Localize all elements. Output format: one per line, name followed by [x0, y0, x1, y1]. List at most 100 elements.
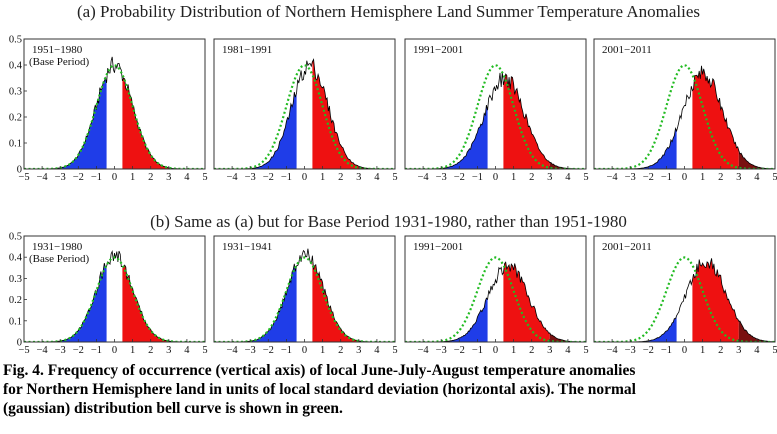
x-tick-label: 5	[583, 345, 588, 356]
x-tick-label: 3	[547, 172, 552, 183]
x-tick-label: −4	[227, 172, 239, 183]
x-tick-label: 0	[493, 172, 498, 183]
x-tick-label: −2	[263, 172, 274, 183]
x-tick-label: 2	[529, 172, 534, 183]
figure-panels: −5 −4 −3 −2 −1 0 1 2 3 4 5 0 0.1 0.2 0.3 0.4 0.5 1951−198…	[9, 35, 777, 357]
neutral-region	[107, 56, 122, 169]
cold-region	[24, 263, 107, 342]
y-tick-label: 0.5	[9, 35, 22, 46]
x-tick-label: 1	[320, 345, 325, 356]
x-tick-label: −5	[18, 345, 29, 356]
x-tick-label: −4	[418, 345, 430, 356]
extreme-hot-region	[738, 150, 775, 169]
x-tick-label: 2	[338, 172, 343, 183]
x-tick-label: −2	[454, 172, 465, 183]
y-tick-label: 0.1	[9, 316, 22, 327]
x-tick-label: −2	[73, 345, 84, 356]
x-tick-label: 2	[718, 172, 723, 183]
neutral-region	[488, 71, 503, 169]
neutral-region	[297, 60, 312, 169]
x-tick-label: 5	[202, 345, 207, 356]
x-tick-label: −1	[281, 172, 292, 183]
neutral-region	[297, 248, 312, 342]
x-tick-label: 4	[374, 345, 380, 356]
extreme-hot-region	[549, 333, 586, 342]
hot-region	[503, 262, 550, 342]
row-a-title: (a) Probability Distribution of Northern…	[76, 2, 701, 21]
x-tick-label: 1	[511, 172, 516, 183]
x-tick-label: −4	[227, 345, 239, 356]
observed-curve	[594, 65, 775, 169]
period-sublabel: (Base Period)	[29, 253, 90, 265]
cold-region	[214, 92, 297, 169]
x-tick-label: 5	[772, 345, 777, 356]
y-tick-label: 0	[17, 165, 22, 176]
y-tick-label: 0.4	[9, 253, 23, 264]
x-tick-label: 3	[547, 345, 552, 356]
period-label: 1931−1941	[222, 241, 272, 253]
y-tick-label: 0.2	[9, 113, 22, 124]
hot-region	[503, 74, 550, 169]
caption-line-3: (gaussian) distribution bell curve is sh…	[3, 400, 343, 417]
y-tick-label: 0.5	[9, 232, 22, 243]
x-tick-label: 4	[374, 172, 380, 183]
period-sublabel: (Base Period)	[29, 56, 90, 68]
normal-curve	[594, 256, 775, 342]
neutral-region	[488, 267, 503, 342]
x-tick-label: 1	[130, 345, 135, 356]
x-tick-label: 2	[529, 345, 534, 356]
x-tick-label: −3	[245, 345, 256, 356]
normal-curve	[214, 256, 395, 342]
x-tick-label: −1	[91, 345, 102, 356]
x-tick-label: 0	[682, 345, 687, 356]
hot-region	[312, 255, 359, 342]
x-tick-label: −2	[73, 172, 84, 183]
x-tick-label: −1	[472, 172, 483, 183]
panel-b-4: −4 −3 −2 −1 0 1 2 3 4 5 2001−2011	[593, 235, 777, 356]
x-tick-label: −3	[625, 345, 636, 356]
x-tick-label: 0	[493, 345, 498, 356]
period-label: 1981−1991	[222, 44, 272, 56]
hot-region	[692, 258, 739, 342]
period-label: 2001−2011	[602, 44, 652, 56]
x-tick-label: −4	[418, 172, 430, 183]
x-tick-label: −3	[625, 172, 636, 183]
panel-a-1: −5 −4 −3 −2 −1 0 1 2 3 4 5 0 0.1 0.2 0.3 0.4 0.5 1951−198…	[9, 35, 208, 184]
x-tick-label: −3	[436, 345, 447, 356]
x-tick-label: 1	[700, 172, 705, 183]
figure-caption: Fig. 4. Frequency of occurrence (vertica…	[3, 361, 773, 418]
observed-curve	[594, 258, 775, 342]
panel-a-4: −4 −3 −2 −1 0 1 2 3 4 5 2001−2011	[593, 38, 777, 183]
period-label: 1991−2001	[413, 241, 463, 253]
x-tick-label: −1	[281, 345, 292, 356]
x-tick-label: −3	[436, 172, 447, 183]
x-tick-label: 2	[338, 345, 343, 356]
x-tick-label: 1	[511, 345, 516, 356]
y-tick-label: 0.2	[9, 295, 22, 306]
x-tick-label: 4	[754, 345, 760, 356]
extreme-hot-region	[738, 321, 775, 342]
x-tick-label: 4	[565, 345, 571, 356]
x-tick-label: −4	[37, 345, 49, 356]
x-tick-label: 2	[718, 345, 723, 356]
x-tick-label: 5	[583, 172, 588, 183]
hot-region	[122, 265, 169, 342]
hot-region	[312, 59, 359, 169]
x-tick-label: 4	[184, 345, 190, 356]
x-tick-label: 3	[356, 172, 361, 183]
x-tick-label: 4	[184, 172, 190, 183]
x-tick-label: 4	[754, 172, 760, 183]
x-tick-label: −4	[37, 172, 49, 183]
x-tick-label: 4	[565, 172, 571, 183]
x-tick-label: −2	[454, 345, 465, 356]
normal-curve	[405, 256, 586, 342]
x-tick-label: −4	[607, 172, 619, 183]
row-b-title: (b) Same as (a) but for Base Period 1931…	[150, 212, 627, 231]
x-tick-label: 1	[130, 172, 135, 183]
panel-b-1: −5 −4 −3 −2 −1 0 1 2 3 4 5 0 0.1 0.2 0.3 0.4 0.5 1931−198…	[9, 232, 208, 357]
panel-b-3: −4 −3 −2 −1 0 1 2 3 4 5 1991−2001	[404, 235, 589, 356]
x-tick-label: −2	[643, 172, 654, 183]
x-tick-label: 0	[302, 345, 307, 356]
cold-region	[214, 263, 297, 342]
x-tick-label: 2	[148, 172, 153, 183]
